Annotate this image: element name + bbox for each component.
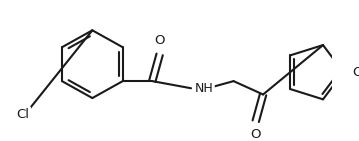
Text: O: O — [251, 128, 261, 141]
Text: O: O — [154, 34, 165, 47]
Text: Cl: Cl — [17, 108, 30, 121]
Text: NH: NH — [195, 82, 214, 95]
Text: O: O — [352, 66, 359, 79]
